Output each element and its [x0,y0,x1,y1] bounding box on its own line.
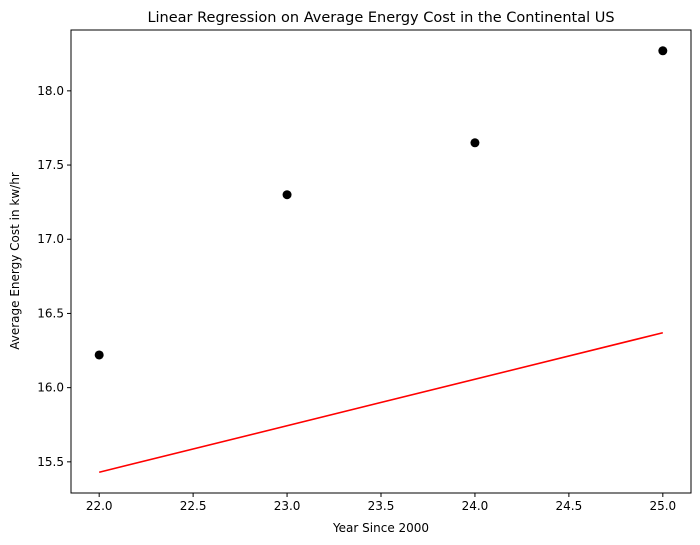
y-tick-label: 18.0 [37,84,64,98]
regression-line [98,331,664,473]
x-tick-label: 23.0 [274,499,301,513]
y-tick-label: 16.0 [37,381,64,395]
plot-frame [70,29,692,494]
y-tick-label: 15.5 [37,455,64,469]
data-point [470,138,480,148]
x-tick-label: 22.5 [180,499,207,513]
y-tick-label: 16.5 [37,306,64,320]
x-tick-label: 24.5 [556,499,583,513]
x-axis-label: Year Since 2000 [332,521,429,535]
y-axis-label: Average Energy Cost in kw/hr [8,172,22,350]
data-point [94,350,104,360]
data-point [658,46,668,56]
y-tick-label: 17.0 [37,232,64,246]
x-tick-label: 23.5 [368,499,395,513]
chart-title: Linear Regression on Average Energy Cost… [147,10,614,26]
x-tick-label: 25.0 [649,499,676,513]
plot-area: 22.0 22.5 23.0 23.5 24.0 24.5 25.0 15.5 16.0 16.5… [37,29,692,513]
data-point [282,190,292,200]
x-tick-label: 22.0 [86,499,113,513]
x-tick-label: 24.0 [462,499,489,513]
y-tick-label: 17.5 [37,158,64,172]
